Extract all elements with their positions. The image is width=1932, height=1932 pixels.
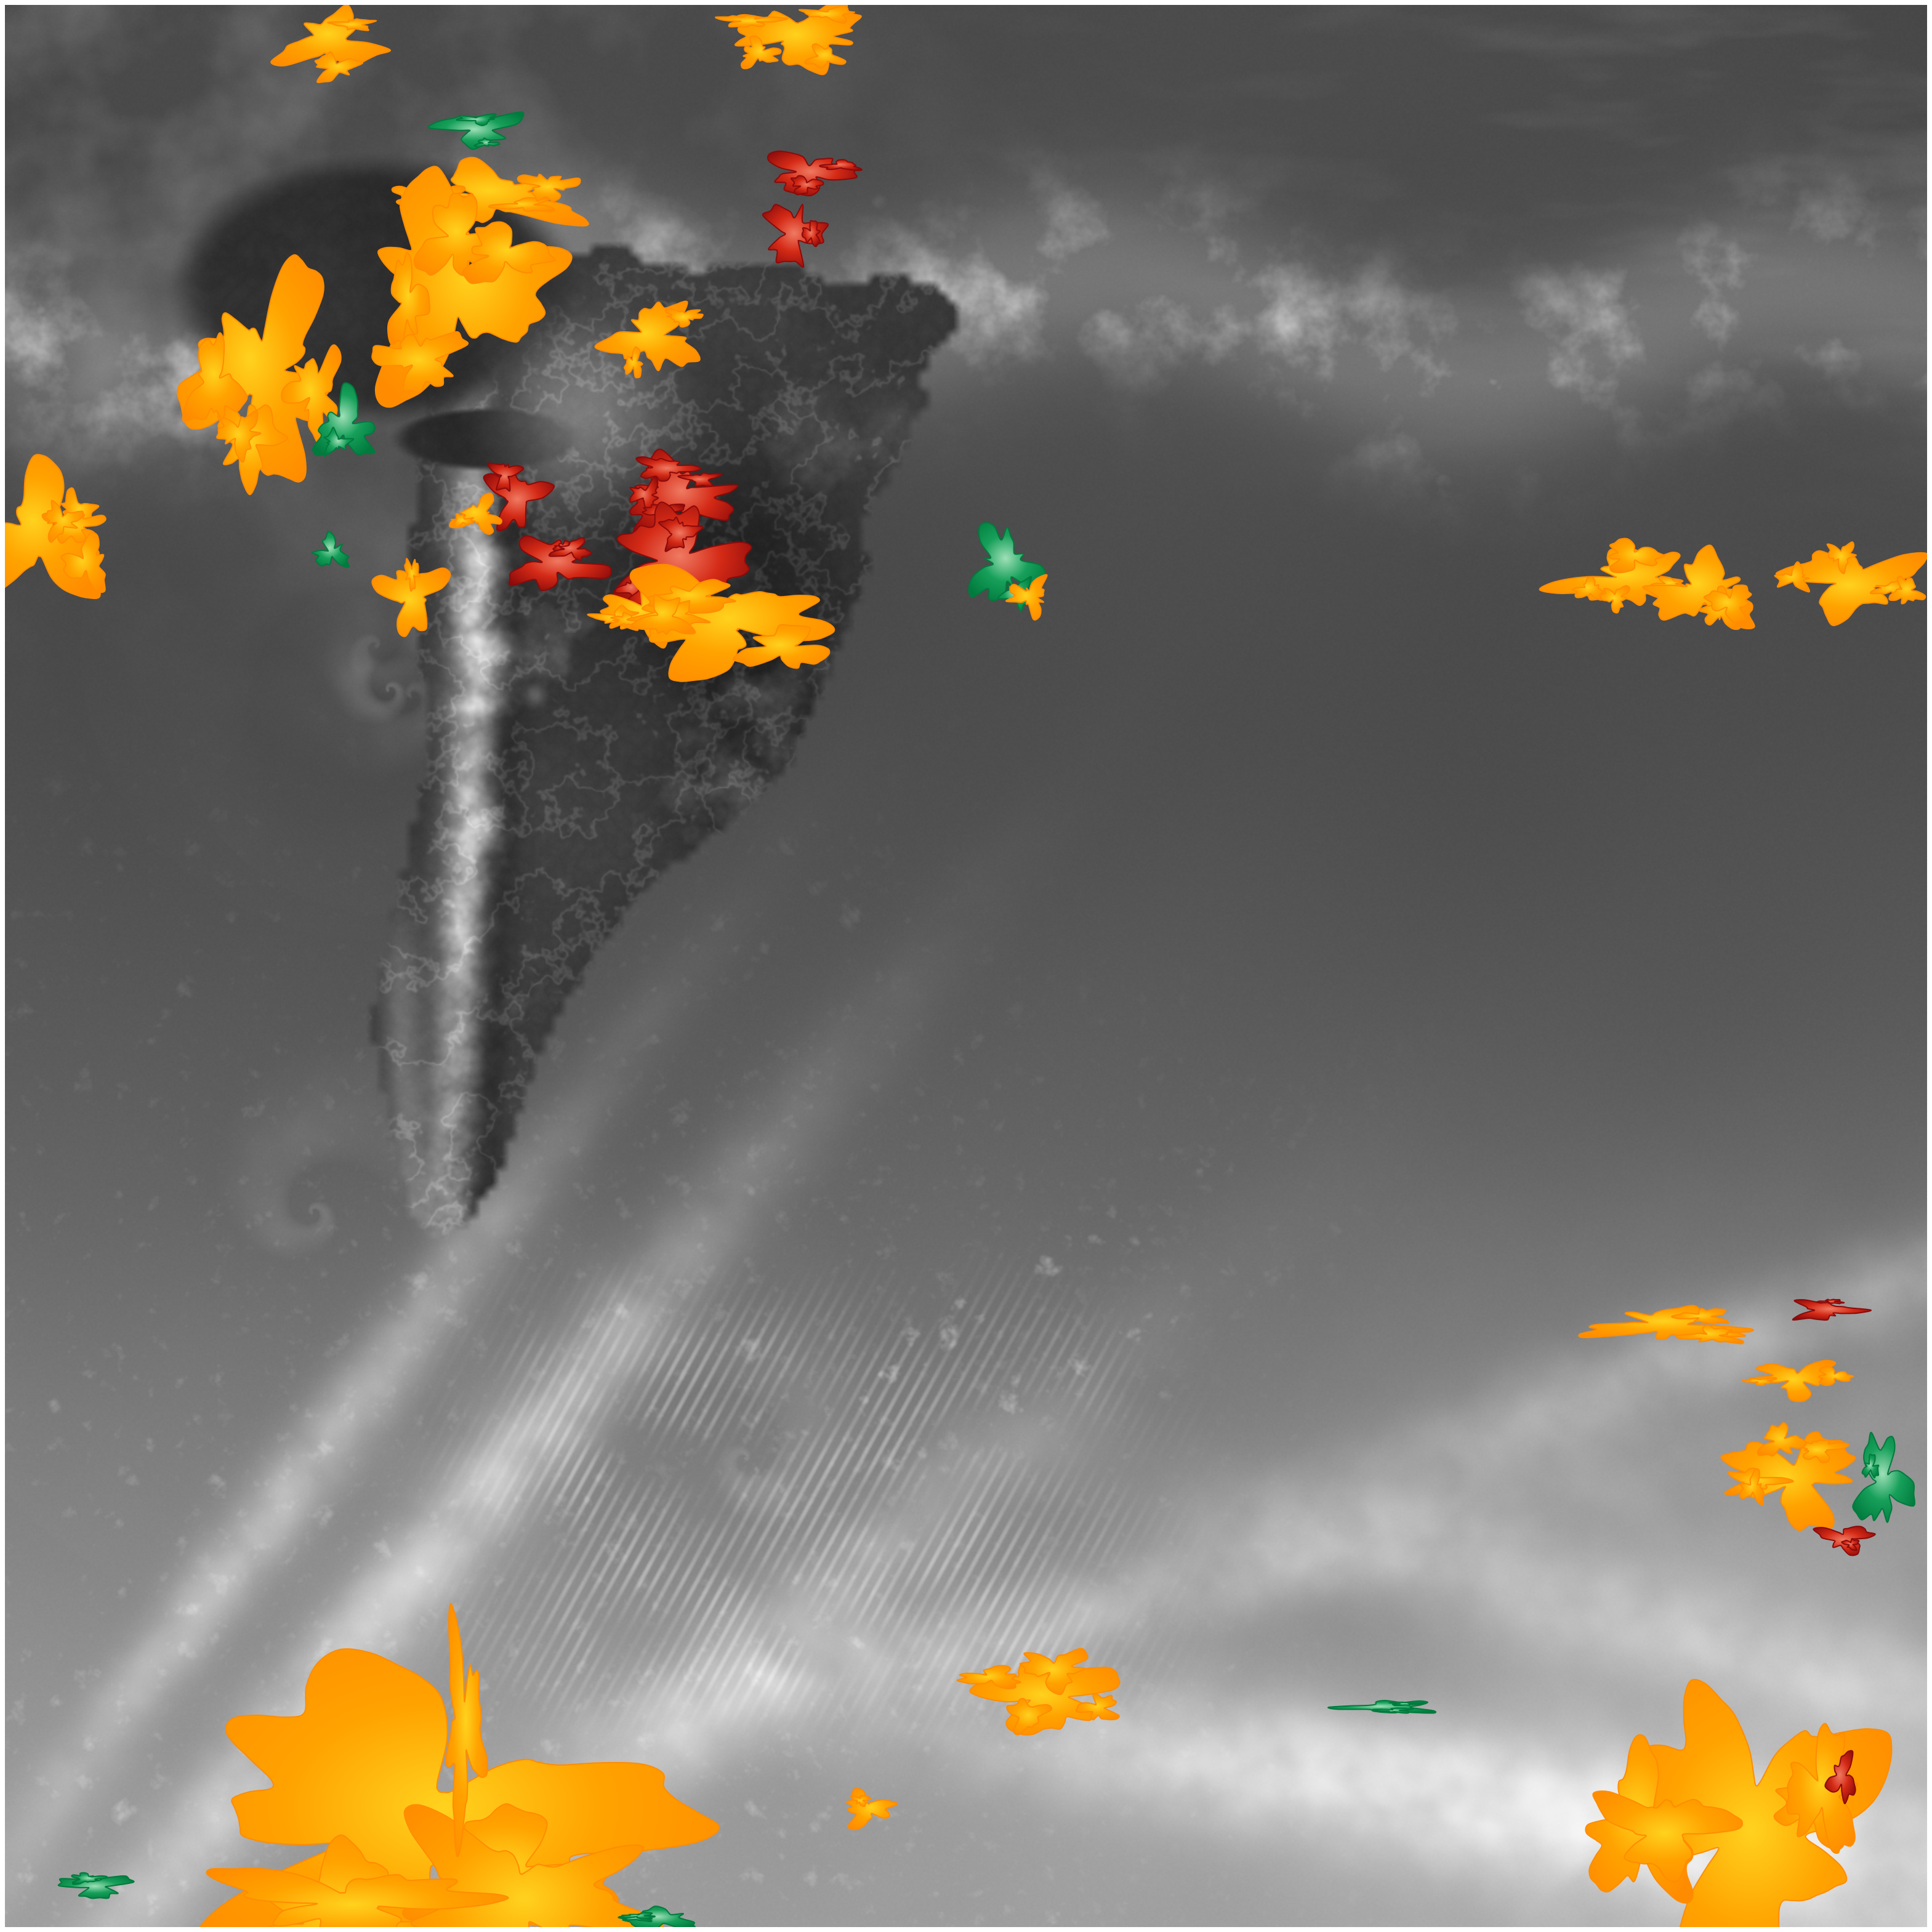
satellite-basemap-canvas xyxy=(5,5,1927,1927)
satellite-image-frame xyxy=(5,5,1927,1927)
